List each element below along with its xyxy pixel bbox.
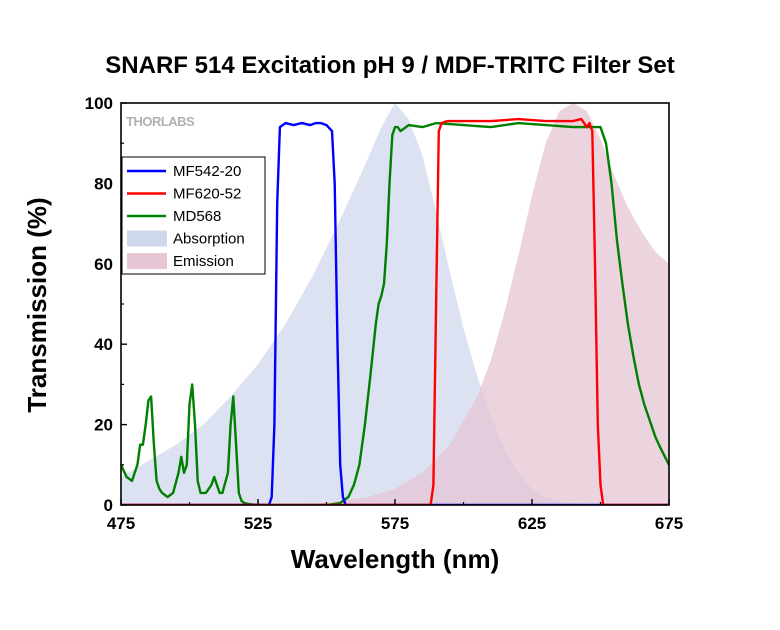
x-tick-label: 475 (107, 514, 135, 533)
md568-line (121, 121, 669, 505)
chart-title: SNARF 514 Excitation pH 9 / MDF-TRITC Fi… (105, 52, 675, 79)
x-axis-title: Wavelength (nm) (291, 544, 499, 574)
line-layer (121, 117, 669, 505)
x-tick-label: 525 (244, 514, 272, 533)
legend-swatch-absorption (127, 230, 167, 247)
x-tick-label: 575 (381, 514, 409, 533)
legend-label-emission: Emission (173, 253, 234, 270)
thorlabs-watermark: THORLABS (126, 114, 195, 129)
absorption-area (121, 103, 669, 505)
x-tick-label: 625 (518, 514, 546, 533)
legend-label-absorption: Absorption (173, 231, 245, 248)
x-tick-label: 675 (655, 514, 683, 533)
y-tick-label: 60 (94, 255, 113, 274)
y-tick-label: 20 (94, 416, 113, 435)
mf620-52-line (121, 117, 669, 505)
legend: MF542-20 MF620-52 MD568 Absorption Emission (121, 156, 266, 275)
area-layer (121, 103, 669, 505)
y-tick-label: 40 (94, 335, 113, 354)
legend-swatch-emission (127, 253, 167, 269)
emission-area (121, 103, 669, 505)
mf542-20-line (121, 121, 669, 505)
y-tick-label: 80 (94, 174, 113, 193)
y-tick-label: 0 (104, 496, 113, 515)
legend-label-md568: MD568 (173, 208, 221, 225)
axis-ticks: 475 525 575 625 675 0 20 40 60 80 100 (85, 94, 684, 533)
y-tick-label: 100 (85, 94, 113, 113)
legend-label-mf542-20: MF542-20 (173, 163, 241, 180)
legend-label-mf620-52: MF620-52 (173, 186, 241, 203)
y-axis-title: Transmission (%) (22, 197, 52, 412)
